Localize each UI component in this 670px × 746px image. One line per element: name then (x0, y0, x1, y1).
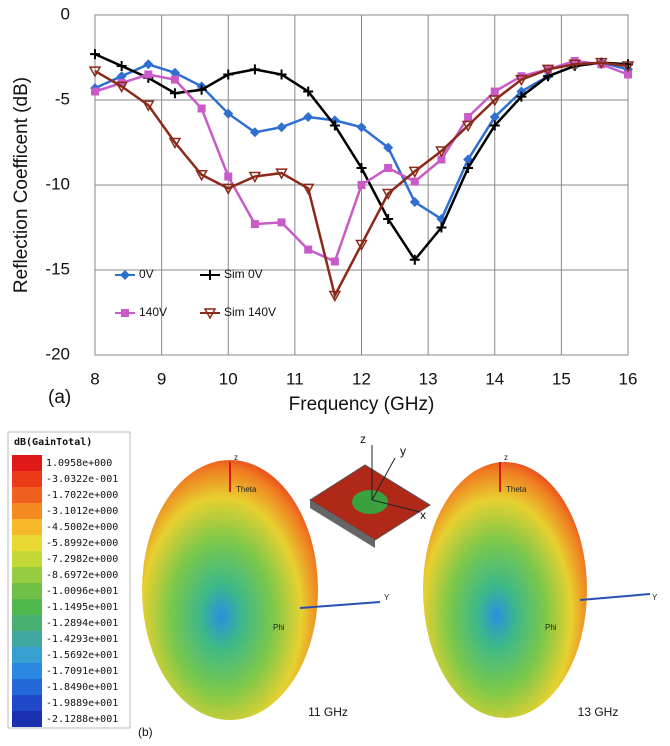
y-axis-label: Reflection Coefficent (dB) (11, 77, 32, 293)
marker (358, 181, 366, 189)
x-tick-label: 9 (157, 369, 166, 388)
colorbar-title: dB(GainTotal) (14, 436, 92, 448)
y-label: Y (384, 593, 390, 602)
inset-x-label: x (420, 508, 426, 522)
inset-z-label: z (360, 432, 366, 446)
x-tick-label: 15 (552, 369, 571, 388)
colorbar-label: -8.6972e+000 (46, 570, 118, 581)
colorbar-swatch (12, 615, 42, 631)
y-tick-label: -20 (45, 344, 70, 363)
colorbar-swatch (12, 679, 42, 695)
colorbar-swatch (12, 567, 42, 583)
colorbar-label: -4.5002e+000 (46, 522, 118, 533)
marker (411, 178, 419, 186)
marker (198, 105, 206, 113)
legend-marker (121, 309, 129, 317)
x-tick-label: 12 (352, 369, 371, 388)
colorbar-swatch (12, 455, 42, 471)
z-label: z (504, 453, 508, 462)
x-tick-label: 13 (419, 369, 438, 388)
colorbar-label: 1.0958e+000 (46, 458, 112, 469)
figure: 8 9 10 11 12 13 14 15 16 0 -5 -10 -15 -20 Frequency (G… (0, 0, 670, 746)
colorbar-label: -3.1012e+000 (46, 506, 118, 517)
colorbar-label: -1.1495e+001 (46, 602, 118, 613)
marker (224, 173, 232, 181)
caption: 13 GHz (578, 705, 619, 719)
phi-label: Phi (273, 623, 285, 632)
colorbar-label: -1.9889e+001 (46, 698, 118, 709)
pattern-right (423, 462, 587, 718)
x-tick-label: 16 (619, 369, 638, 388)
x-tick-label: 11 (286, 369, 304, 388)
x-axis-label: Frequency (GHz) (289, 394, 435, 415)
colorbar-swatch (12, 695, 42, 711)
marker (464, 113, 472, 121)
colorbar-swatch (12, 487, 42, 503)
y-tick-label: -5 (55, 89, 70, 108)
colorbar-label: -2.1288e+001 (46, 714, 118, 725)
theta-label: Theta (236, 485, 257, 494)
colorbar-label: -7.2982e+000 (46, 554, 118, 565)
colorbar-swatch (12, 599, 42, 615)
colorbar-label: -1.5692e+001 (46, 650, 118, 661)
legend-label: 0V (139, 267, 154, 281)
colorbar-label: -1.4293e+001 (46, 634, 118, 645)
inset-y-label: y (400, 444, 406, 458)
colorbar-swatch (12, 503, 42, 519)
y-tick-label: -15 (45, 259, 70, 278)
panel-label: (a) (48, 387, 71, 408)
colorbar-label: -1.7091e+001 (46, 666, 118, 677)
legend-label: Sim 0V (224, 267, 263, 281)
x-tick-label: 10 (219, 369, 238, 388)
pattern-left (142, 460, 318, 720)
marker (331, 258, 339, 266)
colorbar-swatch (12, 471, 42, 487)
z-label: z (234, 453, 238, 462)
marker (491, 88, 499, 96)
x-tick-label: 8 (90, 369, 99, 388)
panel-b: dB(GainTotal) 1.0958e+000 -3.0322e-001 -1.7… (8, 432, 658, 739)
colorbar-label: -5.8992e+000 (46, 538, 118, 549)
colorbar-swatch (12, 711, 42, 727)
phi-label: Phi (545, 623, 557, 632)
colorbar-label: -1.7022e+000 (46, 490, 118, 501)
colorbar-label: -1.2894e+001 (46, 618, 118, 629)
colorbar-swatch (12, 583, 42, 599)
chart-a: 8 9 10 11 12 13 14 15 16 0 -5 -10 -15 -20 Frequency (G… (11, 4, 637, 415)
colorbar-swatch (12, 535, 42, 551)
inset-patch (352, 490, 388, 514)
colorbar-swatch (12, 551, 42, 567)
theta-label: Theta (506, 485, 527, 494)
colorbar-swatch (12, 663, 42, 679)
marker (91, 88, 99, 96)
marker (144, 71, 152, 79)
colorbar-swatch (12, 647, 42, 663)
x-tick-label: 14 (485, 369, 504, 388)
marker (278, 218, 286, 226)
y-label: Y (652, 593, 658, 602)
marker (304, 246, 312, 254)
colorbar-swatch (12, 631, 42, 647)
marker (171, 76, 179, 84)
y-axis-right (580, 594, 650, 600)
legend-label: 140V (139, 305, 167, 319)
colorbar-swatch (12, 519, 42, 535)
colorbar-label: -3.0322e-001 (46, 474, 118, 485)
colorbar-label: -1.0096e+001 (46, 586, 118, 597)
legend-label: Sim 140V (224, 305, 276, 319)
colorbar-label: -1.8490e+001 (46, 682, 118, 693)
caption: 11 GHz (308, 705, 348, 719)
marker (384, 164, 392, 172)
panel-label: (b) (138, 725, 153, 739)
y-tick-label: 0 (61, 4, 70, 23)
y-tick-label: -10 (45, 174, 70, 193)
marker (251, 220, 259, 228)
